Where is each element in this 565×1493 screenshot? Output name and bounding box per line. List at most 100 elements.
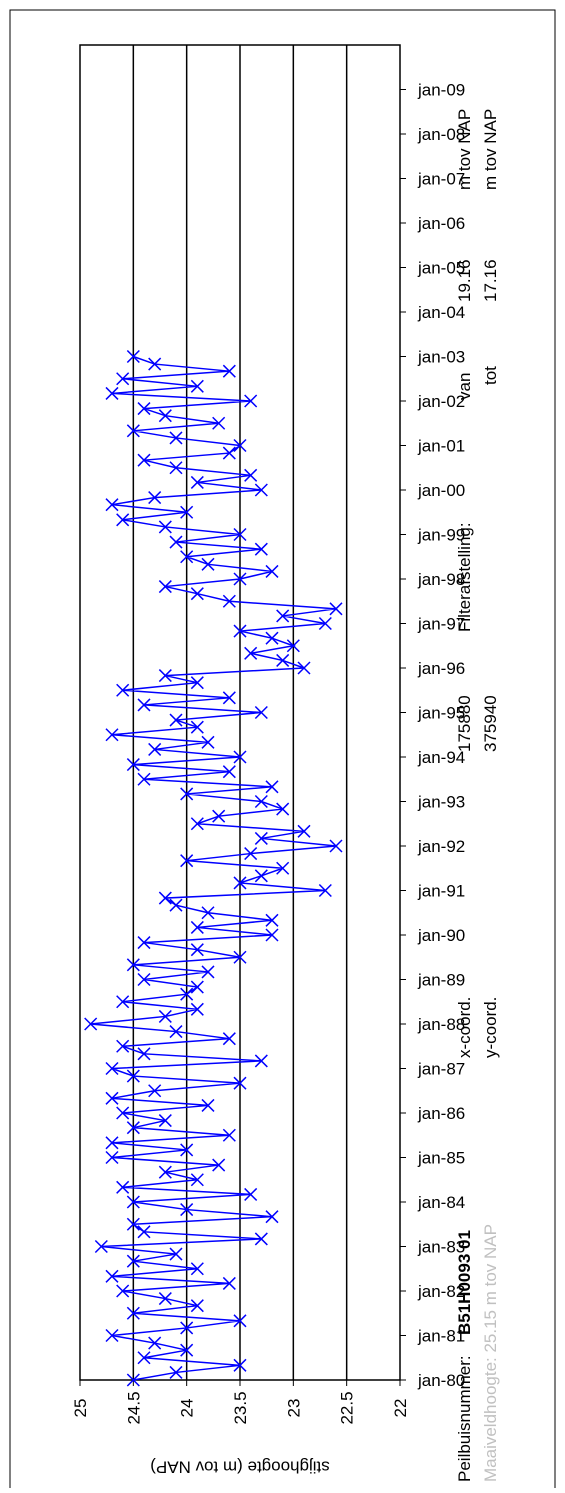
data-point — [190, 720, 204, 734]
data-point — [116, 683, 130, 697]
data-point — [148, 1084, 162, 1098]
x-tick-label: jan-08 — [417, 125, 465, 144]
data-point — [233, 438, 247, 453]
info-value: 375940 — [481, 695, 500, 752]
data-point — [148, 742, 162, 756]
x-tick-label: jan-93 — [417, 793, 465, 812]
data-point — [254, 831, 268, 845]
data-point — [222, 691, 236, 705]
info-label: Maaiveldhoogte: 25.15 m tov NAP — [481, 1224, 500, 1482]
data-point — [201, 735, 215, 749]
x-tick-label: jan-80 — [417, 1371, 465, 1390]
frame — [9, 9, 556, 1493]
data-point — [254, 794, 268, 809]
data-point — [329, 602, 343, 616]
data-point — [180, 1143, 194, 1157]
x-tick-label: jan-85 — [417, 1149, 465, 1168]
data-point — [212, 1158, 226, 1172]
data-point — [137, 1351, 151, 1365]
data-point — [180, 505, 194, 519]
y-tick-label: 23 — [284, 1399, 303, 1418]
x-tick-label: jan-09 — [417, 81, 465, 100]
data-point — [126, 758, 140, 772]
data-point — [265, 913, 279, 927]
data-point — [254, 483, 268, 497]
x-tick-label: jan-83 — [417, 1238, 465, 1257]
x-tick-label: jan-00 — [417, 481, 465, 500]
data-point — [233, 624, 247, 638]
data-point — [190, 676, 204, 690]
data-point — [265, 780, 279, 794]
data-point — [297, 661, 311, 675]
data-point — [126, 424, 140, 438]
y-tick-label: 23.5 — [231, 1391, 250, 1424]
data-point — [276, 609, 290, 623]
data-point — [222, 1276, 236, 1290]
data-point — [276, 653, 290, 667]
info-unit: m tov NAP — [481, 109, 500, 190]
data-point — [222, 1128, 236, 1142]
data-point — [265, 1210, 279, 1224]
data-point — [105, 1136, 119, 1150]
data-point — [126, 958, 140, 972]
x-tick-label: jan-02 — [417, 392, 465, 411]
data-point — [126, 1069, 140, 1083]
data-point — [265, 564, 279, 578]
data-point — [169, 461, 183, 475]
data-point — [233, 572, 247, 586]
data-point — [116, 995, 130, 1009]
x-tick-label: jan-06 — [417, 214, 465, 233]
x-tick-label: jan-99 — [417, 526, 465, 545]
data-point — [222, 765, 236, 779]
data-point — [318, 883, 332, 898]
x-tick-label: jan-84 — [417, 1193, 465, 1212]
data-point — [180, 1203, 194, 1217]
data-point — [244, 468, 258, 482]
data-point — [137, 402, 151, 416]
data-point — [190, 1262, 204, 1276]
data-point — [265, 928, 279, 942]
data-point — [148, 1336, 162, 1350]
data-point — [276, 861, 290, 875]
info-label: tot — [481, 366, 500, 385]
data-point — [222, 364, 236, 378]
data-point — [180, 550, 194, 564]
data-point — [265, 631, 279, 645]
data-point — [137, 1047, 151, 1061]
data-point — [201, 557, 215, 571]
data-point — [180, 787, 194, 801]
data-point — [158, 891, 172, 905]
data-point — [137, 972, 151, 987]
data-point — [169, 535, 183, 549]
data-point — [190, 1299, 204, 1313]
data-point — [137, 453, 151, 467]
data-point — [116, 1284, 130, 1298]
data-point — [105, 1091, 119, 1105]
info-value: 17.16 — [481, 259, 500, 302]
x-tick-label: jan-82 — [417, 1282, 465, 1301]
data-point — [126, 1306, 140, 1320]
x-tick-label: jan-91 — [417, 882, 465, 901]
data-point — [222, 1032, 236, 1046]
data-point — [169, 1025, 183, 1039]
data-point — [126, 1195, 140, 1209]
data-point — [318, 616, 332, 631]
data-point — [169, 898, 183, 912]
data-point — [329, 839, 343, 853]
data-point — [180, 854, 194, 868]
data-point — [233, 750, 247, 764]
data-line — [90, 355, 337, 1381]
info-value: 175880 — [455, 695, 474, 752]
data-point — [84, 1017, 98, 1031]
data-point — [116, 1039, 130, 1053]
x-tick-label: jan-94 — [417, 748, 465, 767]
data-point — [190, 980, 204, 994]
x-tick-label: jan-07 — [417, 170, 465, 189]
data-point — [105, 386, 119, 400]
data-point — [105, 1061, 119, 1076]
data-point — [126, 1373, 140, 1387]
x-tick-label: jan-86 — [417, 1104, 465, 1123]
x-tick-label: jan-90 — [417, 926, 465, 945]
data-point — [190, 1002, 204, 1016]
